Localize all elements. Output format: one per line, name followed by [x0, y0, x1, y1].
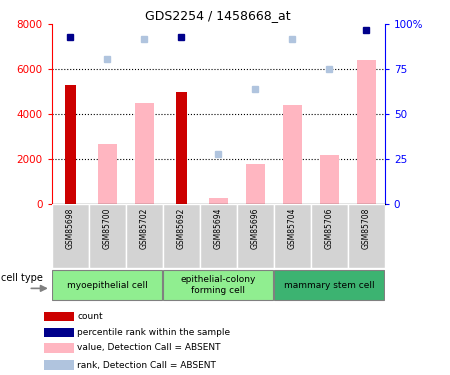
Title: GDS2254 / 1458668_at: GDS2254 / 1458668_at [145, 9, 291, 22]
Bar [283, 105, 302, 204]
FancyBboxPatch shape [274, 270, 384, 300]
Bar [209, 198, 228, 204]
Text: myoepithelial cell: myoepithelial cell [67, 280, 148, 290]
Text: GSM85692: GSM85692 [177, 208, 186, 249]
Bar [176, 92, 187, 204]
Text: GSM85696: GSM85696 [251, 208, 260, 249]
Text: GSM85706: GSM85706 [325, 208, 334, 249]
FancyBboxPatch shape [126, 204, 163, 268]
FancyBboxPatch shape [163, 270, 273, 300]
FancyBboxPatch shape [52, 204, 89, 268]
Text: GSM85700: GSM85700 [103, 208, 112, 249]
Text: GSM85694: GSM85694 [214, 208, 223, 249]
Text: GSM85702: GSM85702 [140, 208, 149, 249]
Bar [357, 60, 375, 204]
Bar [320, 155, 338, 204]
Text: GSM85698: GSM85698 [66, 208, 75, 249]
FancyBboxPatch shape [237, 204, 274, 268]
Text: mammary stem cell: mammary stem cell [284, 280, 374, 290]
Bar [44, 312, 74, 321]
Text: percentile rank within the sample: percentile rank within the sample [77, 328, 230, 337]
Bar [98, 144, 117, 204]
Text: cell type: cell type [1, 273, 43, 283]
FancyBboxPatch shape [200, 204, 237, 268]
Text: GSM85708: GSM85708 [362, 208, 371, 249]
Bar [44, 328, 74, 337]
FancyBboxPatch shape [274, 204, 311, 268]
FancyBboxPatch shape [89, 204, 126, 268]
Bar [44, 343, 74, 352]
Text: rank, Detection Call = ABSENT: rank, Detection Call = ABSENT [77, 360, 216, 369]
Text: GSM85704: GSM85704 [288, 208, 297, 249]
Bar [135, 103, 153, 204]
Bar [246, 164, 265, 204]
Text: epithelial-colony
forming cell: epithelial-colony forming cell [180, 275, 256, 295]
FancyBboxPatch shape [348, 204, 385, 268]
Bar [44, 360, 74, 370]
FancyBboxPatch shape [163, 204, 200, 268]
FancyBboxPatch shape [311, 204, 348, 268]
FancyBboxPatch shape [53, 270, 162, 300]
Bar [65, 85, 76, 204]
Text: count: count [77, 312, 103, 321]
Text: value, Detection Call = ABSENT: value, Detection Call = ABSENT [77, 344, 221, 352]
